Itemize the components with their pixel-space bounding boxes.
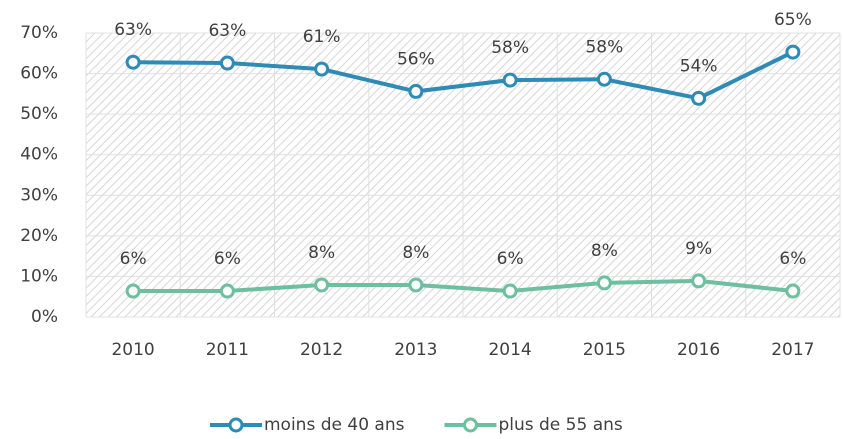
data-label: 6% — [497, 249, 524, 269]
x-tick-label: 2013 — [394, 340, 437, 360]
point — [596, 71, 612, 87]
y-tick-label: 60% — [20, 64, 58, 84]
y-tick-label: 40% — [20, 145, 58, 165]
y-tick-label: 10% — [20, 266, 58, 286]
legend-label: moins de 40 ans — [264, 415, 405, 435]
x-tick-label: 2016 — [677, 340, 720, 360]
series-line — [133, 278, 794, 294]
point — [219, 283, 235, 299]
point — [408, 83, 424, 99]
y-tick-label: 50% — [20, 104, 58, 124]
point — [408, 277, 424, 293]
y-tick-label: 30% — [20, 185, 58, 205]
legend-label: plus de 55 ans — [498, 415, 622, 435]
data-label: 63% — [208, 21, 246, 41]
x-tick-label: 2011 — [206, 340, 249, 360]
point — [691, 273, 707, 289]
data-label: 56% — [397, 49, 435, 69]
point — [691, 90, 707, 106]
point — [219, 55, 235, 71]
data-label: 8% — [591, 241, 618, 261]
point — [314, 61, 330, 77]
point — [125, 283, 141, 299]
x-tick-label: 2012 — [300, 340, 343, 360]
x-tick-label: 2017 — [771, 340, 814, 360]
data-label: 8% — [308, 243, 335, 263]
point — [502, 72, 518, 88]
point — [596, 275, 612, 291]
point — [785, 283, 801, 299]
point — [314, 277, 330, 293]
x-tick-label: 2014 — [488, 340, 531, 360]
data-label: 54% — [680, 56, 718, 76]
series-line — [133, 50, 794, 101]
legend-marker — [462, 417, 478, 433]
data-label: 65% — [774, 10, 812, 30]
x-tick-label: 2015 — [583, 340, 626, 360]
y-tick-label: 70% — [20, 23, 58, 43]
data-label: 6% — [214, 249, 241, 269]
data-label: 58% — [585, 37, 623, 57]
data-label: 6% — [779, 249, 806, 269]
data-label: 6% — [120, 249, 147, 269]
point — [785, 44, 801, 60]
data-label: 61% — [303, 27, 341, 47]
data-label: 58% — [491, 38, 529, 58]
point — [125, 54, 141, 70]
legend-marker — [228, 417, 244, 433]
data-label: 63% — [114, 20, 152, 40]
y-tick-label: 0% — [31, 307, 58, 327]
data-label: 9% — [685, 239, 712, 259]
point — [502, 283, 518, 299]
y-tick-label: 20% — [20, 226, 58, 246]
data-label: 8% — [402, 243, 429, 263]
x-tick-label: 2010 — [111, 340, 154, 360]
